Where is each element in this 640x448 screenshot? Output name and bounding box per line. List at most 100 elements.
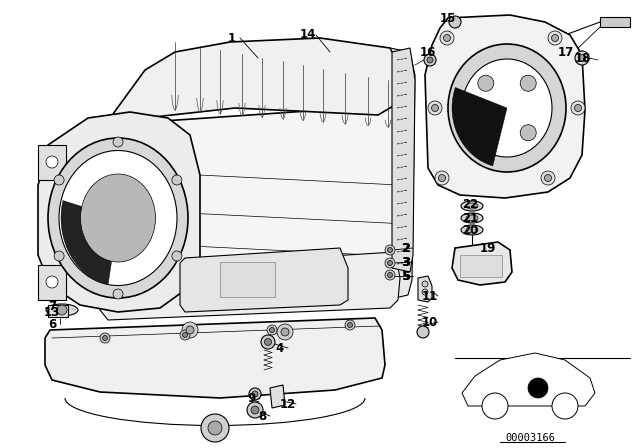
Circle shape [387, 247, 392, 253]
Text: 14: 14 [300, 29, 316, 42]
Circle shape [182, 322, 198, 338]
Circle shape [417, 326, 429, 338]
Polygon shape [270, 385, 285, 408]
Circle shape [575, 51, 589, 65]
Circle shape [427, 57, 433, 63]
Ellipse shape [46, 304, 78, 316]
Circle shape [444, 34, 451, 42]
Circle shape [172, 251, 182, 261]
Text: 18: 18 [575, 52, 591, 65]
Text: 5: 5 [402, 270, 410, 283]
Text: 7: 7 [48, 300, 56, 313]
Circle shape [113, 137, 123, 147]
Circle shape [422, 281, 428, 287]
Circle shape [575, 104, 582, 112]
Circle shape [449, 16, 461, 28]
Circle shape [541, 171, 555, 185]
Circle shape [54, 175, 64, 185]
Polygon shape [180, 248, 348, 312]
Circle shape [348, 323, 353, 327]
Circle shape [438, 175, 445, 181]
Text: 5: 5 [401, 270, 409, 283]
Polygon shape [100, 252, 400, 320]
Polygon shape [462, 353, 595, 406]
Circle shape [545, 175, 552, 181]
Circle shape [440, 31, 454, 45]
Circle shape [54, 251, 64, 261]
Ellipse shape [466, 227, 478, 233]
Bar [38, 265, 66, 300]
Ellipse shape [59, 151, 177, 285]
Circle shape [264, 339, 271, 345]
Ellipse shape [448, 44, 566, 172]
Ellipse shape [461, 225, 483, 235]
Circle shape [520, 125, 536, 141]
Circle shape [100, 333, 110, 343]
Circle shape [579, 55, 586, 61]
Text: 12: 12 [280, 397, 296, 410]
Text: 17: 17 [558, 46, 574, 59]
Circle shape [46, 276, 58, 288]
Circle shape [281, 328, 289, 336]
Text: 1: 1 [228, 31, 236, 44]
Circle shape [113, 289, 123, 299]
Circle shape [186, 326, 194, 334]
Ellipse shape [461, 213, 483, 223]
Circle shape [46, 156, 58, 168]
Text: 6: 6 [48, 318, 56, 331]
Circle shape [385, 245, 395, 255]
Polygon shape [452, 87, 507, 166]
Circle shape [520, 75, 536, 91]
Text: 2: 2 [402, 241, 410, 254]
Circle shape [422, 289, 428, 295]
Ellipse shape [466, 203, 478, 209]
Text: 19: 19 [480, 241, 496, 254]
Circle shape [387, 272, 392, 277]
Circle shape [267, 325, 277, 335]
Circle shape [385, 258, 395, 268]
Text: 3: 3 [401, 255, 409, 268]
Polygon shape [105, 105, 395, 310]
Text: 15: 15 [440, 12, 456, 25]
Text: 13: 13 [44, 306, 60, 319]
Circle shape [251, 406, 259, 414]
Text: 22: 22 [462, 198, 478, 211]
Bar [600, 17, 630, 27]
Polygon shape [390, 48, 415, 298]
Circle shape [269, 327, 275, 332]
Circle shape [482, 393, 508, 419]
Circle shape [571, 101, 585, 115]
Polygon shape [61, 201, 118, 284]
Circle shape [261, 335, 275, 349]
Circle shape [478, 125, 494, 141]
Circle shape [435, 171, 449, 185]
Text: 16: 16 [420, 46, 436, 59]
Ellipse shape [461, 201, 483, 211]
Text: 00003166: 00003166 [505, 433, 555, 443]
Polygon shape [45, 318, 385, 398]
Text: 11: 11 [422, 289, 438, 302]
Polygon shape [418, 276, 432, 302]
Circle shape [172, 175, 182, 185]
Text: 8: 8 [258, 409, 266, 422]
Bar [220, 262, 275, 297]
Text: 9: 9 [248, 392, 256, 405]
Text: 10: 10 [422, 315, 438, 328]
Circle shape [428, 101, 442, 115]
Circle shape [208, 421, 222, 435]
Circle shape [385, 270, 395, 280]
Circle shape [552, 393, 578, 419]
Circle shape [249, 388, 261, 400]
Text: 20: 20 [462, 224, 478, 237]
Text: 21: 21 [462, 211, 478, 224]
Circle shape [277, 324, 293, 340]
Ellipse shape [462, 59, 552, 157]
Text: 4: 4 [276, 341, 284, 354]
Circle shape [182, 332, 188, 337]
Circle shape [57, 305, 67, 315]
Circle shape [548, 31, 562, 45]
Circle shape [387, 260, 392, 266]
Circle shape [102, 336, 108, 340]
Polygon shape [38, 112, 200, 312]
Circle shape [478, 75, 494, 91]
